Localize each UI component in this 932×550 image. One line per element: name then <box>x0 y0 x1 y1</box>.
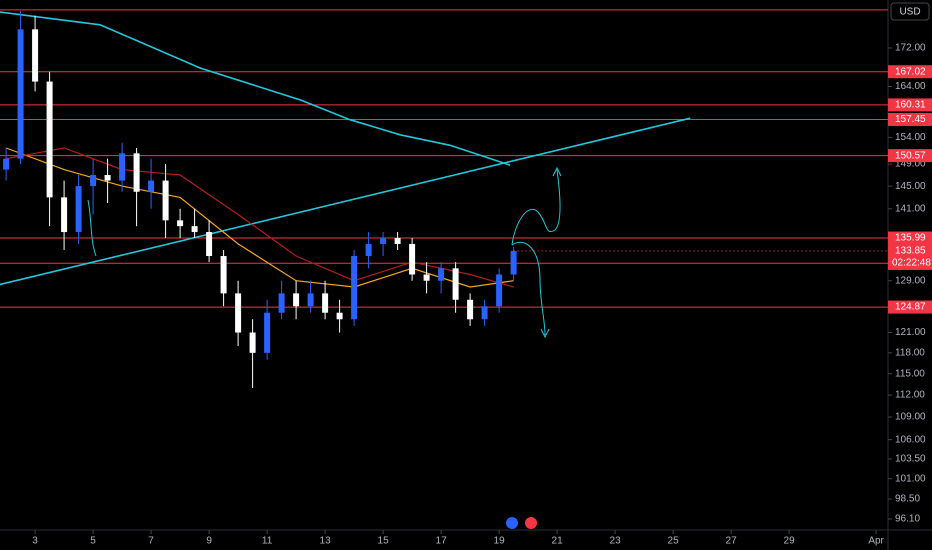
candle-body <box>104 175 111 181</box>
y-tick-label: 141.00 <box>895 203 926 214</box>
x-tick-label: 25 <box>668 536 680 547</box>
x-tick-label: 13 <box>320 536 332 547</box>
candle-body <box>32 29 39 82</box>
drawn-arrow-up <box>511 169 561 246</box>
level-label-box <box>888 149 932 163</box>
candle-body <box>322 293 329 313</box>
x-tick-label: 11 <box>262 536 273 547</box>
candle-body <box>148 180 155 192</box>
icon <box>525 517 537 529</box>
currency: USD <box>899 7 920 18</box>
x-tick-label: 15 <box>378 536 390 547</box>
level-label-box <box>888 231 932 245</box>
arrow-head <box>540 328 550 339</box>
y-tick-label: 109.00 <box>895 412 926 423</box>
candle-body <box>336 312 343 320</box>
level-label: 135.99 <box>895 233 926 244</box>
x-tick-label: Apr <box>868 536 884 547</box>
candle-body <box>409 243 416 275</box>
candle-body <box>220 256 227 294</box>
y-tick-label: 118.00 <box>895 347 925 358</box>
x-tick-label: 23 <box>610 536 622 547</box>
candle-body <box>119 153 126 181</box>
x-tick-label: 5 <box>90 536 96 547</box>
current-price-box <box>888 243 932 270</box>
candle-body <box>90 175 97 187</box>
current-price-label: 133.85 <box>895 246 926 257</box>
x-tick-label: 3 <box>32 536 38 547</box>
y-tick-label: 154.00 <box>895 132 926 143</box>
x-tick-label: 29 <box>784 536 796 547</box>
candle-body <box>365 243 372 257</box>
countdown-label: 02:22:48 <box>892 258 931 269</box>
candle-body <box>17 29 24 159</box>
level-label: 150.57 <box>895 150 926 161</box>
y-tick-label: 145.00 <box>895 181 926 192</box>
candle-body <box>423 274 430 281</box>
y-tick-label: 112.00 <box>895 390 925 401</box>
candle-body <box>394 237 401 244</box>
candle-body <box>61 197 68 233</box>
y-tick-label: 121.00 <box>895 327 926 338</box>
y-tick-label: 172.00 <box>895 43 926 54</box>
level-label: 124.87 <box>895 302 926 313</box>
candle-body <box>235 293 242 333</box>
candle-body <box>3 158 10 170</box>
arrow-head <box>552 166 562 177</box>
candle-body <box>162 180 169 221</box>
level-label-box <box>888 112 932 126</box>
level-label-box <box>888 300 932 314</box>
y-tick-label: 96.10 <box>895 514 920 525</box>
x-tick-label: 17 <box>436 536 448 547</box>
level-label-box <box>888 65 932 79</box>
candle-body <box>75 186 82 233</box>
x-tick-label: 7 <box>148 536 154 547</box>
candle-body <box>510 250 517 275</box>
bottom-icons <box>506 517 537 529</box>
drawn-arrow-down <box>511 241 546 336</box>
candle-body <box>438 268 445 281</box>
y-tick-label: 149.00 <box>895 159 926 170</box>
candle-body <box>191 226 198 233</box>
candle-body <box>467 299 474 320</box>
x-tick-label: 27 <box>726 536 738 547</box>
y-tick-label: 106.00 <box>895 434 926 445</box>
y-tick-label: 103.50 <box>895 454 926 465</box>
candle-body <box>481 306 488 320</box>
currency-box[interactable] <box>890 2 930 21</box>
candle-body <box>351 256 358 320</box>
icon <box>506 517 518 529</box>
candle-body <box>452 268 459 300</box>
candle-body <box>249 332 256 353</box>
candle-body <box>177 220 184 227</box>
y-tick-label: 101.00 <box>895 473 926 484</box>
level-label: 157.45 <box>895 114 926 125</box>
y-tick-label: 164.00 <box>895 81 926 92</box>
drawings <box>87 166 562 339</box>
x-tick-label: 9 <box>206 536 212 547</box>
candle-body <box>380 237 387 244</box>
line <box>0 117 691 286</box>
level-label: 167.02 <box>895 66 926 77</box>
y-tick-label: 129.00 <box>895 275 926 286</box>
candle-body <box>496 274 503 307</box>
candle-body <box>133 153 140 192</box>
candle-body <box>278 293 285 313</box>
level-label: 160.31 <box>895 100 926 111</box>
y-tick-label: 115.00 <box>895 368 925 379</box>
y-tick-label: 98.50 <box>895 494 920 505</box>
line <box>0 11 511 166</box>
candle-body <box>264 312 271 353</box>
x-tick-label: 19 <box>494 536 506 547</box>
candle-body <box>206 232 213 257</box>
candle-body <box>293 293 300 307</box>
x-tick-label: 21 <box>552 536 564 547</box>
drawn-stroke <box>87 199 97 257</box>
candle-body <box>307 293 314 307</box>
level-label-box <box>888 98 932 112</box>
candle-body <box>46 81 53 198</box>
